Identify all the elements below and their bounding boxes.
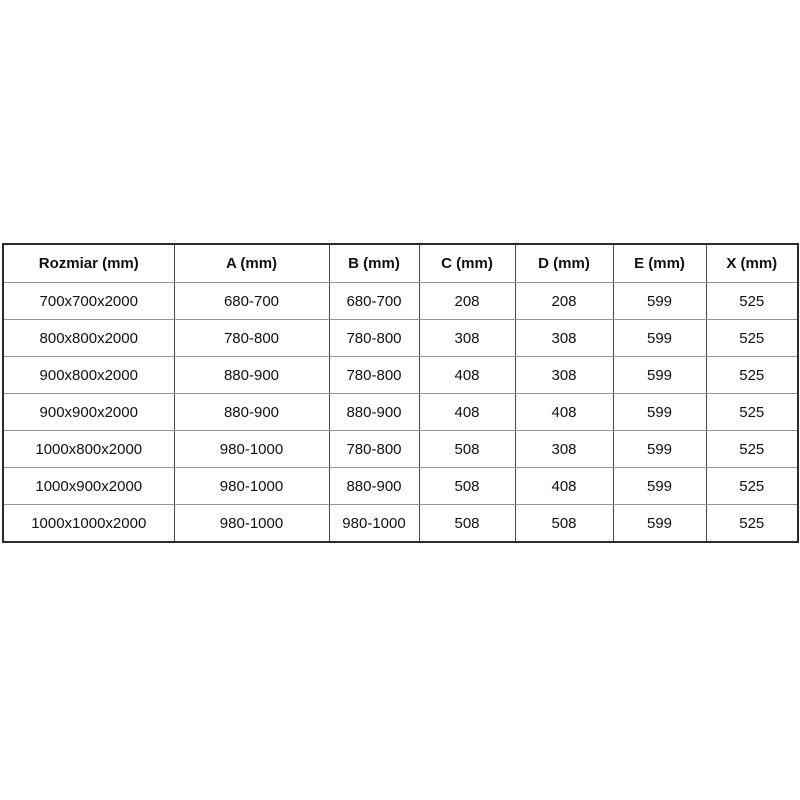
table-row: 900x900x2000 880-900 880-900 408 408 599 525 — [2, 393, 799, 431]
table-cell: 880-900 — [173, 356, 330, 394]
table-cell: 525 — [705, 393, 799, 431]
header-cell-col2: B (mm) — [328, 243, 420, 283]
table-row: 1000x900x2000 980-1000 880-900 508 408 599 525 — [2, 467, 799, 505]
table-cell: 508 — [418, 504, 516, 543]
table-row: 1000x800x2000 980-1000 780-800 508 308 599 525 — [2, 430, 799, 468]
table-cell: 508 — [418, 467, 516, 505]
header-cell-col0: Rozmiar (mm) — [2, 243, 175, 283]
table-cell: 780-800 — [328, 356, 420, 394]
table-cell: 680-700 — [328, 282, 420, 320]
header-cell-col3: C (mm) — [418, 243, 516, 283]
table-cell: 525 — [705, 356, 799, 394]
table-cell: 880-900 — [328, 467, 420, 505]
table-cell: 980-1000 — [173, 467, 330, 505]
table-cell: 599 — [612, 393, 707, 431]
header-cell-col1: A (mm) — [173, 243, 330, 283]
table-row: 800x800x2000 780-800 780-800 308 308 599 525 — [2, 319, 799, 357]
table-cell: 599 — [612, 430, 707, 468]
table-cell: 780-800 — [173, 319, 330, 357]
table-cell: 308 — [514, 430, 614, 468]
table-cell: 980-1000 — [173, 430, 330, 468]
table-body: 700x700x2000 680-700 680-700 208 208 599 525 80… — [2, 282, 799, 543]
table-cell: 525 — [705, 504, 799, 543]
table-cell: 1000x1000x2000 — [2, 504, 175, 543]
table-cell: 800x800x2000 — [2, 319, 175, 357]
table-cell: 208 — [418, 282, 516, 320]
table-cell: 700x700x2000 — [2, 282, 175, 320]
table-cell: 680-700 — [173, 282, 330, 320]
table-cell: 525 — [705, 467, 799, 505]
table-cell: 308 — [514, 319, 614, 357]
table-row: 700x700x2000 680-700 680-700 208 208 599 525 — [2, 282, 799, 320]
header-cell-col4: D (mm) — [514, 243, 614, 283]
table-cell: 980-1000 — [173, 504, 330, 543]
table-cell: 408 — [514, 467, 614, 505]
header-cell-col6: X (mm) — [705, 243, 799, 283]
table-cell: 408 — [418, 393, 516, 431]
table-cell: 408 — [418, 356, 516, 394]
table-cell: 900x900x2000 — [2, 393, 175, 431]
table-cell: 525 — [705, 282, 799, 320]
dimensions-table: Rozmiar (mm) A (mm) B (mm) C (mm) D (mm) E (m… — [2, 243, 799, 543]
table-row: 900x800x2000 880-900 780-800 408 308 599 525 — [2, 356, 799, 394]
table-cell: 780-800 — [328, 430, 420, 468]
table-cell: 308 — [418, 319, 516, 357]
table-cell: 780-800 — [328, 319, 420, 357]
table-cell: 308 — [514, 356, 614, 394]
table-cell: 880-900 — [173, 393, 330, 431]
header-row: Rozmiar (mm) A (mm) B (mm) C (mm) D (mm) E (m… — [2, 243, 799, 283]
table-cell: 599 — [612, 319, 707, 357]
table-cell: 508 — [514, 504, 614, 543]
table-cell: 508 — [418, 430, 516, 468]
table-cell: 1000x900x2000 — [2, 467, 175, 505]
table-row: 1000x1000x2000 980-1000 980-1000 508 508 599 5… — [2, 504, 799, 543]
table-cell: 525 — [705, 430, 799, 468]
table-cell: 980-1000 — [328, 504, 420, 543]
table-cell: 599 — [612, 356, 707, 394]
table-cell: 408 — [514, 393, 614, 431]
table-cell: 1000x800x2000 — [2, 430, 175, 468]
header-cell-col5: E (mm) — [612, 243, 707, 283]
table-cell: 599 — [612, 504, 707, 543]
table-cell: 208 — [514, 282, 614, 320]
table-cell: 599 — [612, 282, 707, 320]
table-cell: 900x800x2000 — [2, 356, 175, 394]
table-cell: 599 — [612, 467, 707, 505]
table-cell: 880-900 — [328, 393, 420, 431]
table-cell: 525 — [705, 319, 799, 357]
